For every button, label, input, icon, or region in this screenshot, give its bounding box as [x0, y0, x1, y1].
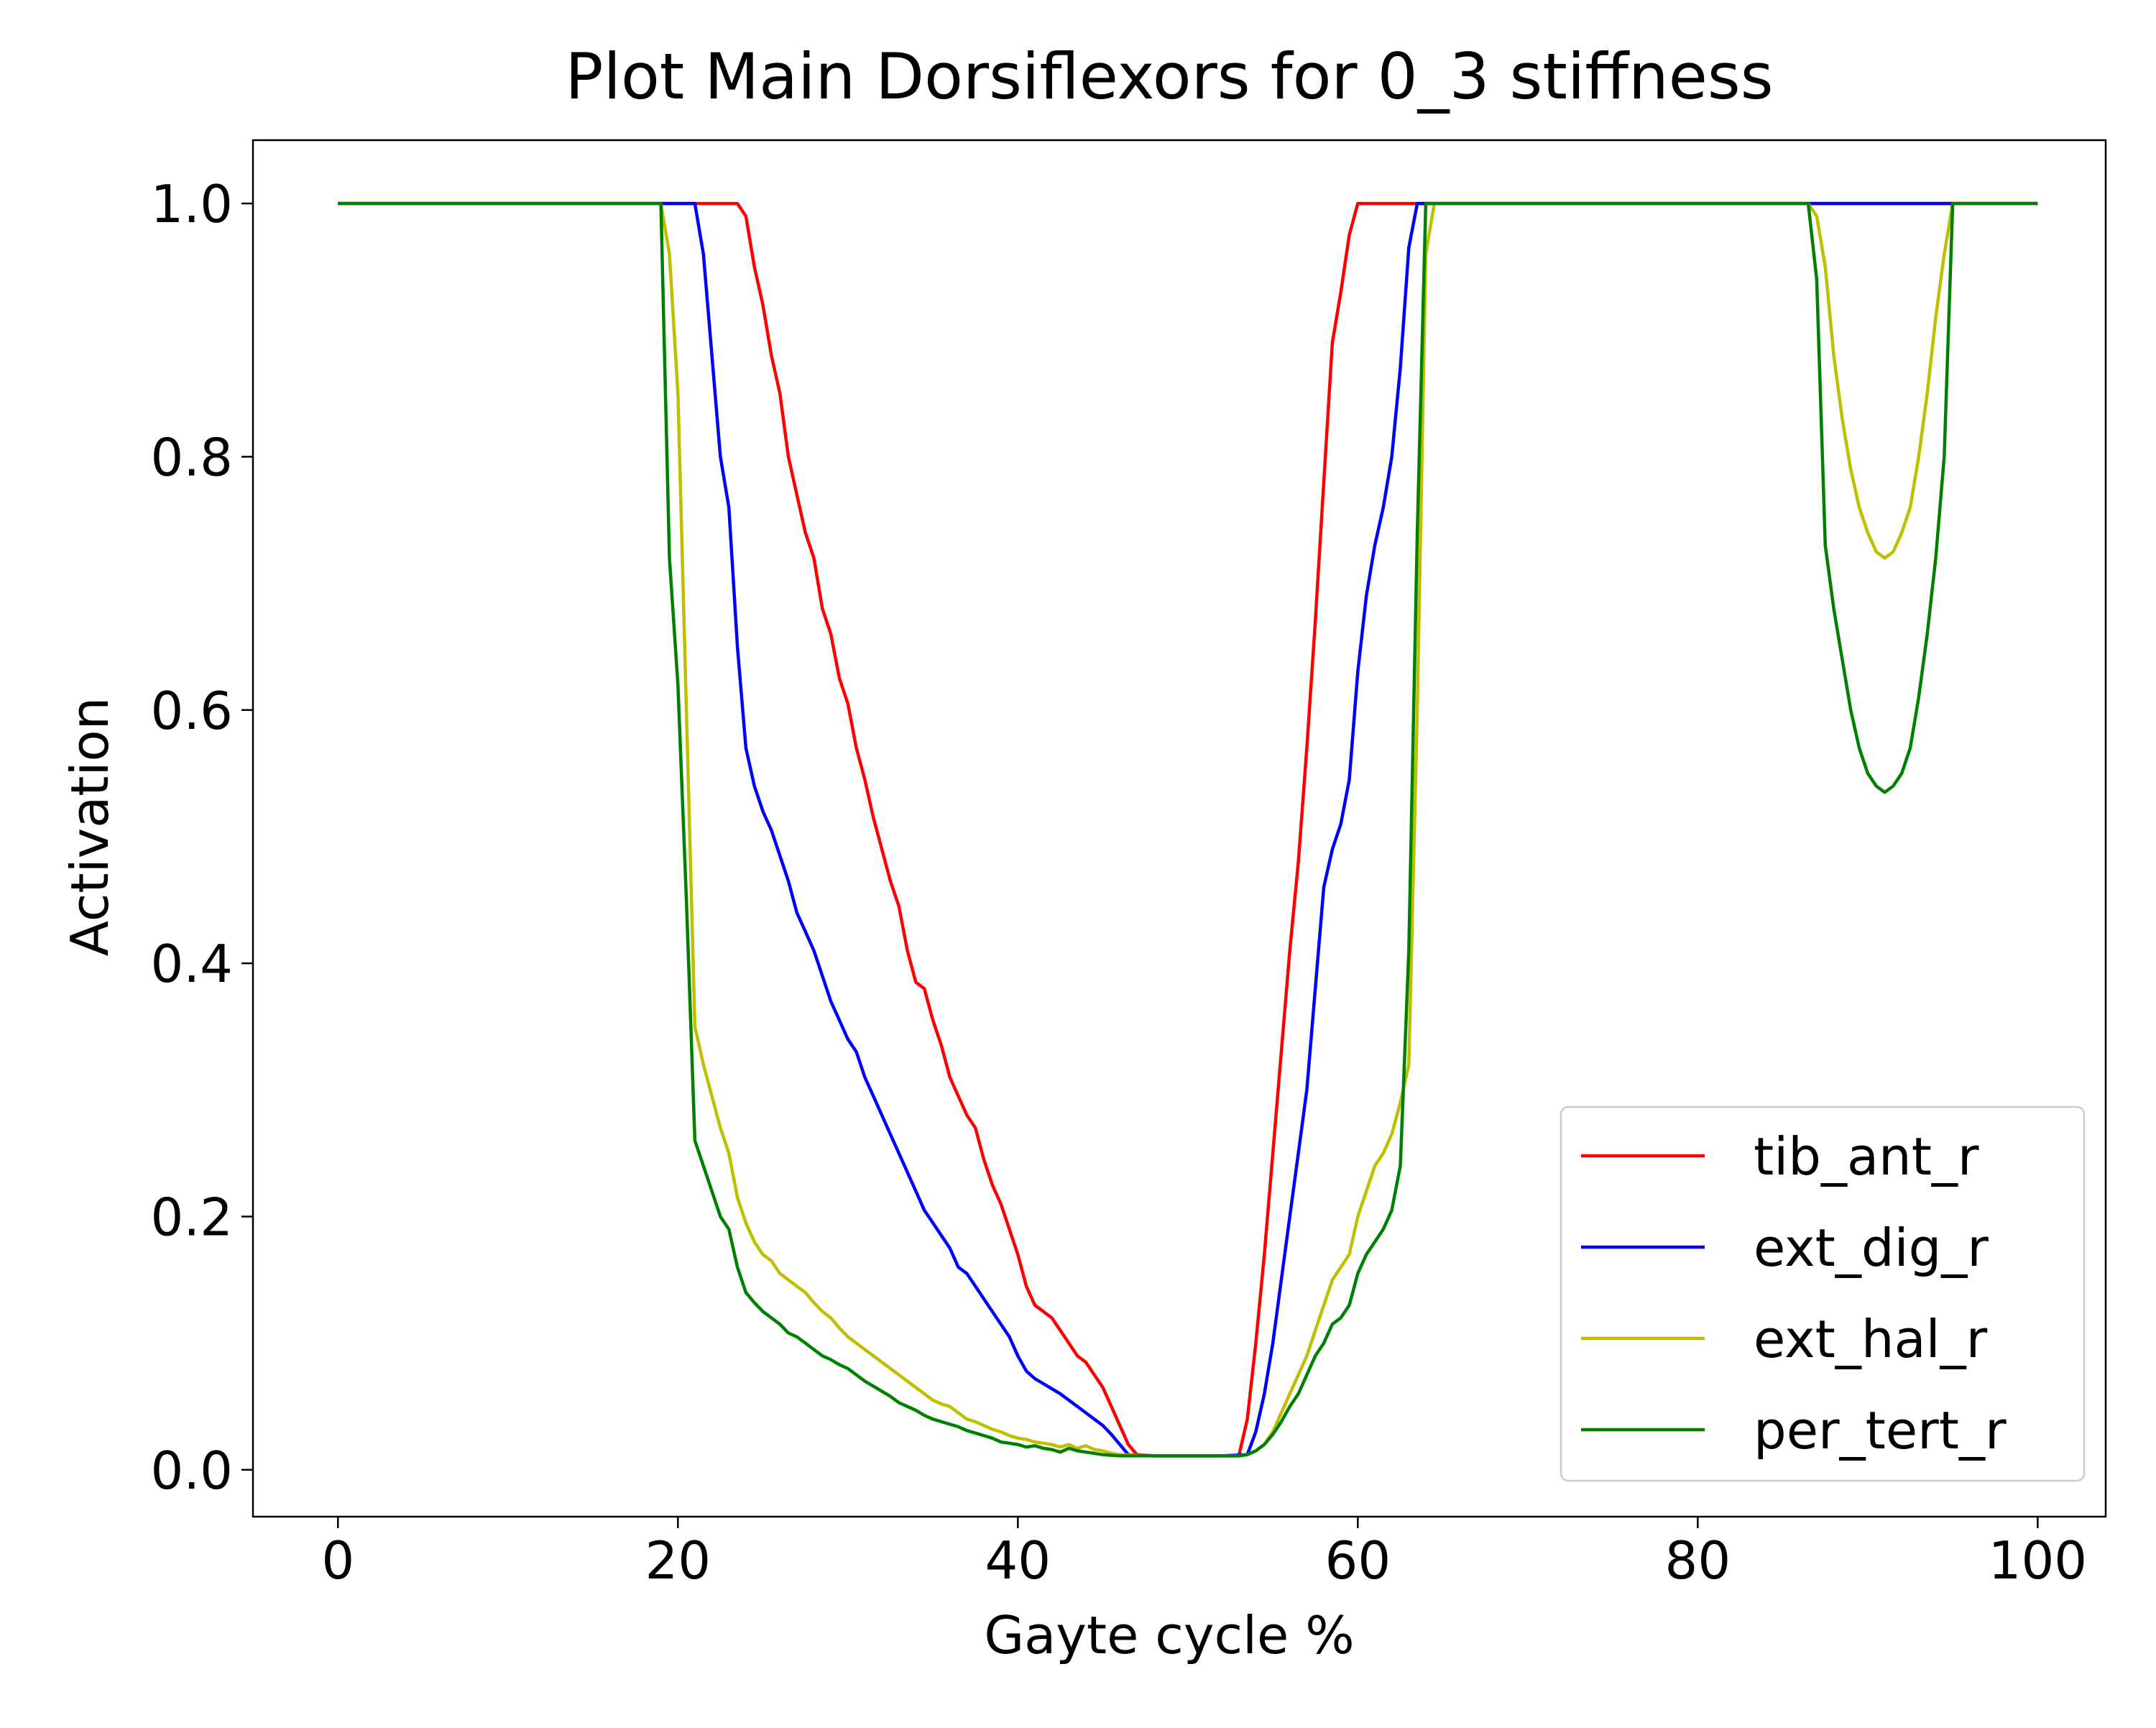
y-axis-label: Activation	[60, 697, 120, 956]
x-tick-label: 0	[321, 1530, 354, 1591]
plot-frame	[252, 139, 2107, 1518]
x-tick-label: 60	[1325, 1530, 1391, 1591]
legend-label-tib_ant_r: tib_ant_r	[1754, 1126, 1979, 1187]
series-line-per_tert_r	[338, 201, 2038, 1458]
legend: tib_ant_r ext_dig_r ext_hal_r per_tert_r	[1560, 1106, 2086, 1482]
x-axis-label: Gayte cycle %	[984, 1605, 1354, 1665]
chart-title: Plot Main Dorsiflexors for 0_3 stiffness	[565, 40, 1773, 114]
legend-box	[1560, 1106, 2086, 1482]
y-tick-label: 0.8	[150, 427, 233, 487]
series-line-ext_hal_r	[338, 201, 2038, 1458]
legend-label-ext_dig_r: ext_dig_r	[1754, 1218, 1989, 1278]
y-tick-label: 0.2	[150, 1187, 233, 1247]
axis-ticks: 0 20 40 60 80 100 0.0 0.2 0.4 0.6 0.8 1.0	[150, 174, 2087, 1591]
x-tick-label: 40	[985, 1530, 1051, 1591]
x-tick-label: 20	[645, 1530, 711, 1591]
y-tick-label: 1.0	[150, 174, 233, 234]
series-line-tib_ant_r	[338, 201, 2038, 1458]
y-tick-label: 0.4	[150, 934, 233, 994]
y-tick-label: 0.0	[150, 1440, 233, 1501]
y-tick-label: 0.6	[150, 681, 233, 741]
x-tick-label: 80	[1665, 1530, 1731, 1591]
series-line-ext_dig_r	[338, 201, 2038, 1458]
x-tick-label: 100	[1989, 1530, 2087, 1591]
legend-label-per_tert_r: per_tert_r	[1754, 1400, 2007, 1461]
legend-label-ext_hal_r: ext_hal_r	[1754, 1309, 1988, 1369]
plot-area	[338, 201, 2038, 1458]
